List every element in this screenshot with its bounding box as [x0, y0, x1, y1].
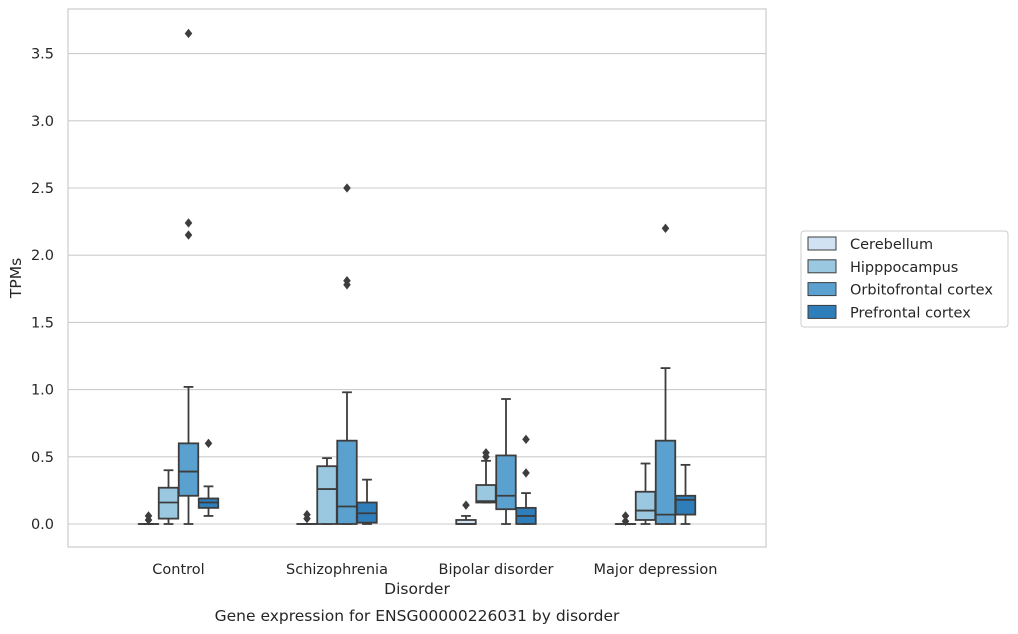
box-series	[137, 28, 697, 526]
box-orbitofrontal-cortex-schizophrenia-iqr	[336, 439, 358, 525]
box-cerebellum-major-depression-outlier-0	[621, 516, 630, 526]
box-cerebellum-schizophrenia-outlier-1	[303, 509, 311, 520]
box-hipppocampus-bipolar-disorder-iqr	[475, 484, 497, 504]
y-tick-label: 2.0	[31, 248, 54, 264]
legend-label-orbitofrontal-cortex: Orbitofrontal cortex	[850, 283, 993, 299]
legend-swatch-orbitofrontal-cortex	[807, 282, 837, 297]
series-orbitofrontal-cortex	[177, 28, 677, 525]
box-orbitofrontal-cortex-schizophrenia-outlier-1	[343, 276, 351, 286]
box-orbitofrontal-cortex-major-depression-outlier-0	[661, 223, 670, 233]
x-tick-label-control: Control	[152, 562, 204, 578]
x-tick-labels: Control Schizophrenia Bipolar disorder Majo…	[152, 562, 717, 578]
y-axis-title: TPMs	[7, 258, 25, 299]
box-prefrontal-cortex-bipolar-disorder-outlier-0	[522, 468, 530, 478]
legend-swatch-hipppocampus	[807, 259, 837, 274]
box-orbitofrontal-cortex-control-outlier-0	[184, 230, 193, 240]
legend-frame	[800, 230, 1009, 328]
box-prefrontal-cortex-bipolar-disorder-outlier-1	[522, 434, 530, 445]
x-tick-label-schizophrenia: Schizophrenia	[286, 562, 388, 578]
legend-label-hipppocampus: Hipppocampus	[850, 260, 958, 276]
box-hipppocampus-major-depression-iqr	[634, 490, 657, 521]
figure-caption: Gene expression for ENSG00000226031 by d…	[215, 607, 620, 625]
x-tick-label-bipolar-disorder: Bipolar disorder	[439, 562, 554, 578]
y-tick-label: 3.0	[31, 114, 54, 130]
box-prefrontal-cortex-control-outlier-0	[204, 438, 213, 449]
box-orbitofrontal-cortex-control-iqr	[177, 442, 200, 497]
series-prefrontal-cortex	[197, 434, 697, 525]
y-tick-label: 2.5	[31, 181, 54, 197]
plot-area-frame	[67, 8, 767, 548]
box-cerebellum-major-depression-outlier-1	[621, 511, 630, 521]
box-hipppocampus-bipolar-disorder-outlier-1	[482, 448, 490, 458]
y-tick-label: 0.5	[31, 450, 54, 466]
series-cerebellum	[137, 500, 637, 526]
box-cerebellum-bipolar-disorder-outlier-0	[462, 500, 470, 510]
box-orbitofrontal-cortex-schizophrenia-outlier-2	[343, 183, 351, 193]
x-axis-title: Disorder	[384, 580, 450, 598]
y-tick-label: 1.5	[31, 315, 54, 331]
y-tick-label: 0.0	[31, 517, 54, 533]
y-tick-label: 1.0	[31, 383, 54, 399]
x-tick-label-major-depression: Major depression	[594, 562, 718, 578]
box-prefrontal-cortex-major-depression-iqr	[674, 494, 697, 516]
box-orbitofrontal-cortex-control-outlier-2	[184, 28, 193, 39]
legend-swatch-cerebellum	[807, 236, 837, 251]
y-tick-labels: 0.0 0.5 1.0 1.5 2.0 2.5 3.0 3.5	[31, 47, 54, 533]
series-hipppocampus	[157, 448, 657, 525]
legend-label-prefrontal-cortex: Prefrontal cortex	[850, 305, 971, 321]
box-orbitofrontal-cortex-control-outlier-1	[184, 218, 193, 228]
box-orbitofrontal-cortex-bipolar-disorder-iqr	[495, 454, 517, 511]
y-tick-label: 3.5	[31, 47, 54, 63]
legend: Cerebellum Hipppocampus Orbitofrontal cort…	[800, 230, 1009, 328]
box-hipppocampus-schizophrenia-iqr	[316, 465, 338, 525]
legend-swatch-prefrontal-cortex	[807, 304, 837, 319]
box-cerebellum-control-outlier-1	[144, 511, 153, 521]
box-orbitofrontal-cortex-major-depression-iqr	[654, 439, 677, 525]
legend-label-cerebellum: Cerebellum	[850, 237, 933, 253]
